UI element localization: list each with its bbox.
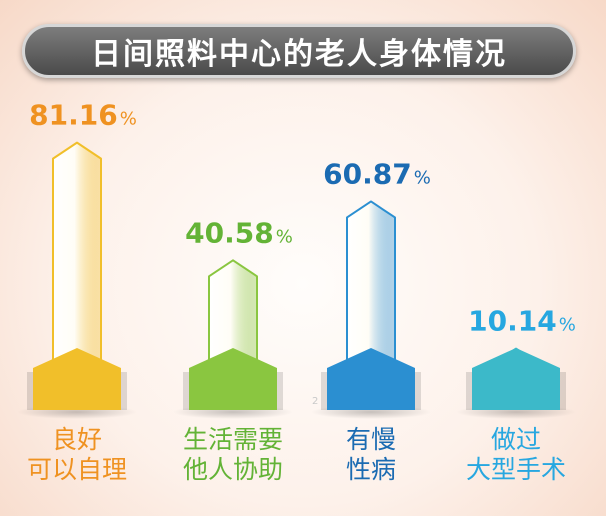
category-label: 他人协助 (183, 455, 283, 484)
value-label: 60.87% (323, 157, 431, 190)
category-label: 可以自理 (27, 455, 127, 484)
bar-base-shade (415, 372, 421, 410)
bar-base-shade (321, 372, 327, 410)
value-label: 81.16% (29, 99, 137, 132)
bar-base (189, 348, 277, 410)
category-label: 生活需要 (183, 425, 283, 454)
bar (52, 141, 102, 379)
value-label: 10.14% (468, 305, 576, 338)
bar-base (472, 348, 560, 410)
category-label: 大型手术 (466, 455, 566, 484)
watermark-mark: 2 (312, 396, 319, 407)
chart-title-banner: 日间照料中心的老人身体情况 (22, 24, 576, 78)
value-label: 40.58% (185, 216, 293, 249)
category-label: 性病 (346, 455, 396, 484)
bar-base-shade (121, 372, 127, 410)
bar-base-shade (466, 372, 472, 410)
bar-base-shade (27, 372, 33, 410)
category-label: 做过 (491, 425, 541, 454)
bar-base-shade (560, 372, 566, 410)
bar-base (327, 348, 415, 410)
bar-base (33, 348, 121, 410)
chart-title: 日间照料中心的老人身体情况 (91, 37, 507, 72)
bar-base-shade (183, 372, 189, 410)
bar-base-shade (277, 372, 283, 410)
category-label: 良好 (52, 425, 102, 454)
category-label: 有慢 (346, 425, 396, 454)
